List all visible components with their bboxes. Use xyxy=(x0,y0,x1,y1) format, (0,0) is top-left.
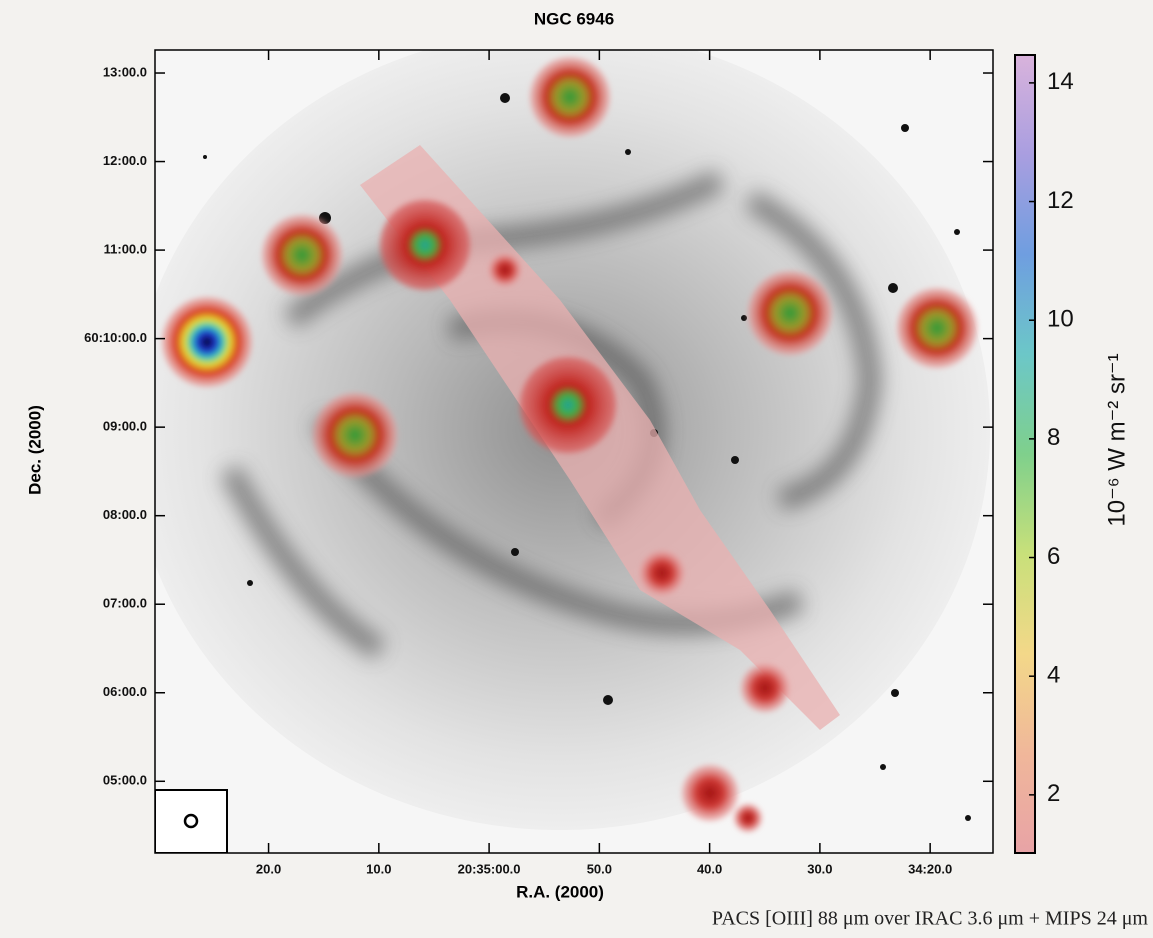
colorbar-tick-label: 10 xyxy=(1047,306,1074,333)
y-tick-label: 13:00.0 xyxy=(103,64,147,79)
x-tick-label: 40.0 xyxy=(697,861,722,876)
colorbar xyxy=(1015,55,1035,853)
x-tick-label: 10.0 xyxy=(366,861,391,876)
x-tick-label: 20.0 xyxy=(256,861,281,876)
colorbar-tick-label: 2 xyxy=(1047,780,1060,807)
sky-image xyxy=(130,30,993,853)
x-tick-label: 30.0 xyxy=(807,861,832,876)
figure: NGC 6946 R.A. (2000) Dec. (2000) 10⁻⁶ W … xyxy=(0,0,1153,938)
y-tick-label: 08:00.0 xyxy=(103,507,147,522)
caption: PACS [OIII] 88 μm over IRAC 3.6 μm + MIP… xyxy=(712,908,1149,930)
colorbar-tick-label: 8 xyxy=(1047,424,1060,451)
colorbar-tick-label: 12 xyxy=(1047,187,1074,214)
colorbar-tick-label: 14 xyxy=(1047,68,1074,95)
x-tick-label: 50.0 xyxy=(587,861,612,876)
y-tick-label: 60:10:00.0 xyxy=(84,330,147,345)
colorbar-tick-label: 6 xyxy=(1047,543,1060,570)
x-axis-label: R.A. (2000) xyxy=(516,882,604,901)
page: {"chart_data": {"type": "image", "title"… xyxy=(0,0,1153,938)
y-tick-label: 07:00.0 xyxy=(103,596,147,611)
x-tick-label: 20:35:00.0 xyxy=(458,861,521,876)
colorbar-label: 10⁻⁶ W m⁻² sr⁻¹ xyxy=(1103,353,1130,526)
colorbar-tick-label: 4 xyxy=(1047,662,1060,689)
chart-title: NGC 6946 xyxy=(534,9,614,28)
y-tick-label: 09:00.0 xyxy=(103,419,147,434)
y-tick-label: 06:00.0 xyxy=(103,684,147,699)
y-tick-label: 12:00.0 xyxy=(103,153,147,168)
y-tick-label: 11:00.0 xyxy=(104,242,147,257)
x-tick-label: 34:20.0 xyxy=(908,861,952,876)
y-axis-label: Dec. (2000) xyxy=(25,405,44,495)
y-tick-label: 05:00.0 xyxy=(103,773,147,788)
